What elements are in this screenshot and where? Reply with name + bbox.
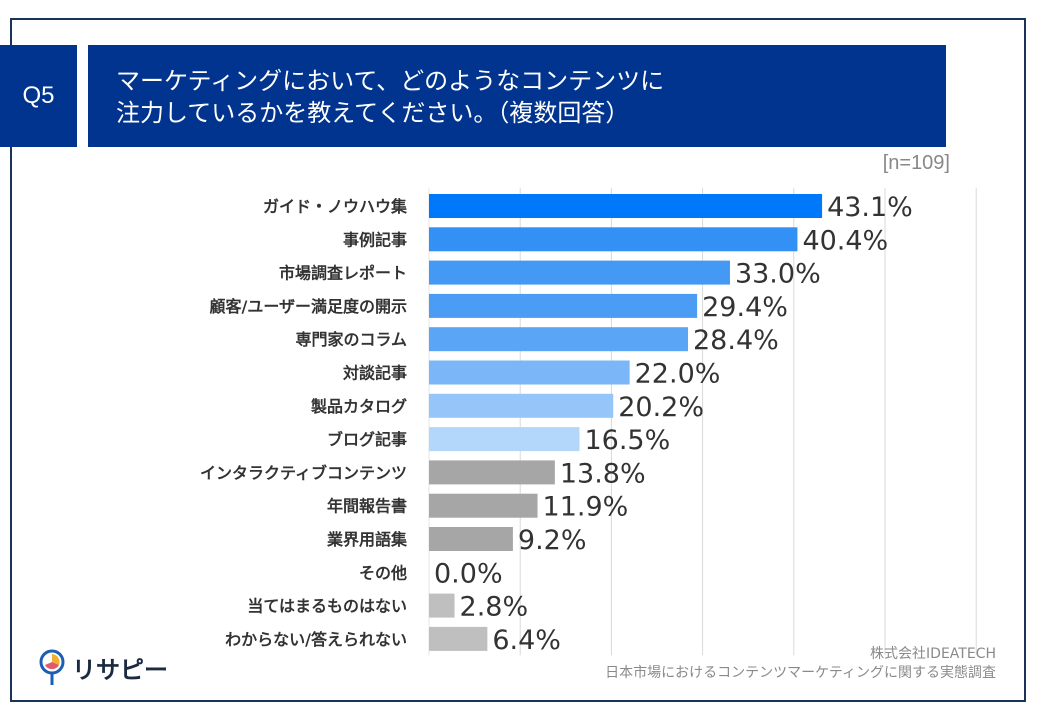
category-label: 業界用語集: [326, 530, 408, 549]
data-label: 9.2%: [518, 525, 587, 556]
data-label: 43.1%: [827, 192, 913, 223]
chart-frame: [10, 18, 1026, 702]
bar: [429, 593, 455, 618]
category-label: ガイド・ノウハウ集: [263, 197, 408, 216]
bar: [429, 626, 488, 651]
sample-size: [n=109]: [882, 152, 950, 174]
bar: [429, 493, 538, 518]
category-label: 市場調査レポート: [279, 264, 407, 283]
source-company: 株式会社IDEATECH: [870, 646, 996, 662]
logo-text: リサピー: [72, 655, 168, 684]
data-label: 11.9%: [543, 492, 629, 523]
bar: [429, 293, 698, 318]
data-label: 33.0%: [735, 259, 821, 290]
data-label: 22.0%: [635, 359, 721, 390]
category-label: 当てはまるものはない: [247, 597, 407, 616]
data-label: 2.8%: [460, 592, 529, 623]
question-title: マーケティングにおいて、どのようなコンテンツに 注力しているかを教えてください。…: [88, 45, 946, 147]
category-label: 専門家のコラム: [295, 330, 407, 349]
data-label: 0.0%: [434, 558, 503, 589]
category-label: わからない/答えられない: [225, 630, 407, 649]
category-label: ブログ記事: [327, 430, 407, 449]
bar: [429, 360, 630, 385]
logo: リサピー: [38, 648, 168, 686]
source-survey: 日本市場におけるコンテンツマーケティングに関する実態調査: [605, 665, 996, 681]
data-label: 16.5%: [584, 425, 670, 456]
data-label: 13.8%: [560, 458, 646, 489]
data-label: 29.4%: [702, 292, 788, 323]
title-line-1: マーケティングにおいて、どのようなコンテンツに: [116, 67, 665, 95]
bar: [429, 327, 689, 352]
bar: [429, 260, 730, 285]
question-number: Q5: [0, 45, 77, 147]
category-label: 対談記事: [342, 364, 407, 383]
category-label: インタラクティブコンテンツ: [200, 463, 407, 482]
source-note: 株式会社IDEATECH 日本市場におけるコンテンツマーケティングに関する実態調…: [605, 645, 996, 683]
title-line-2: 注力しているかを教えてください。（複数回答）: [116, 99, 630, 127]
category-label: 顧客/ユーザー満足度の開示: [209, 297, 407, 316]
bar: [429, 194, 823, 218]
category-label: 事例記事: [343, 230, 407, 249]
bar: [429, 427, 580, 452]
bar: [429, 227, 798, 252]
data-label: 6.4%: [492, 625, 561, 656]
bar: [429, 527, 513, 551]
bar: [429, 460, 555, 485]
data-label: 28.4%: [693, 325, 779, 356]
category-label: 年間報告書: [327, 497, 407, 516]
logo-pin-icon: [39, 649, 65, 685]
category-label: その他: [359, 563, 407, 582]
data-label: 20.2%: [618, 392, 704, 423]
bar: [429, 393, 614, 418]
data-label: 40.4%: [802, 225, 888, 256]
category-label: 製品カタログ: [310, 397, 407, 416]
